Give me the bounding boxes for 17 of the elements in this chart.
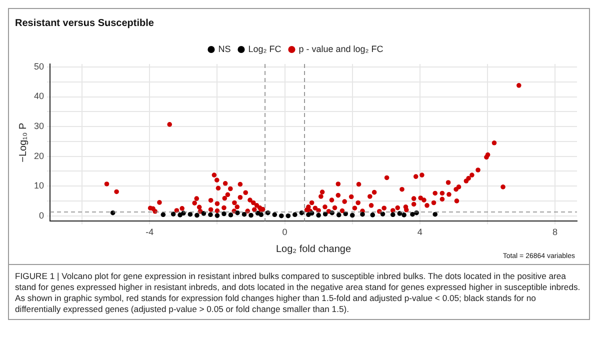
legend-label: Log₂ FC <box>248 44 282 54</box>
y-axis-title: −Log₁₀ P <box>18 122 29 162</box>
y-tick-label: 40 <box>34 91 44 102</box>
x-tick-label: 4 <box>417 227 422 238</box>
y-tick-label: 10 <box>34 180 44 191</box>
y-tick-label: 30 <box>34 121 44 132</box>
x-tick-label: 0 <box>282 227 288 238</box>
caption: FIGURE 1 | Volcano plot for gene expression in resistant inbred bulks compared to susceptible inbred bulks. The dots located in the positive area stand for genes expressed higher in resistant inbreds, and dots located in the negative area stand for genes expressed higher in susceptible inbreds. As shown in graphic symbol, red stands for expression fold changes higher than 1.5-fold and adjusted p-value < 0.05; black stands for no differentially expressed genes (adjusted p-value > 0.05 or fold change smaller than 1.5). <box>9 264 589 319</box>
y-tick-label: 20 <box>34 150 44 161</box>
legend-label: NS <box>218 44 231 54</box>
y-tick-label: 50 <box>34 61 44 72</box>
legend-label: p - value and log₂ FC <box>298 44 384 54</box>
chart-title: Resistant versus Susceptible <box>15 18 154 29</box>
x-tick-label: 8 <box>552 227 558 238</box>
x-axis-title: Log₂ fold change <box>276 244 352 255</box>
y-tick-label: 0 <box>38 210 44 220</box>
x-tick-label: -4 <box>146 227 154 238</box>
